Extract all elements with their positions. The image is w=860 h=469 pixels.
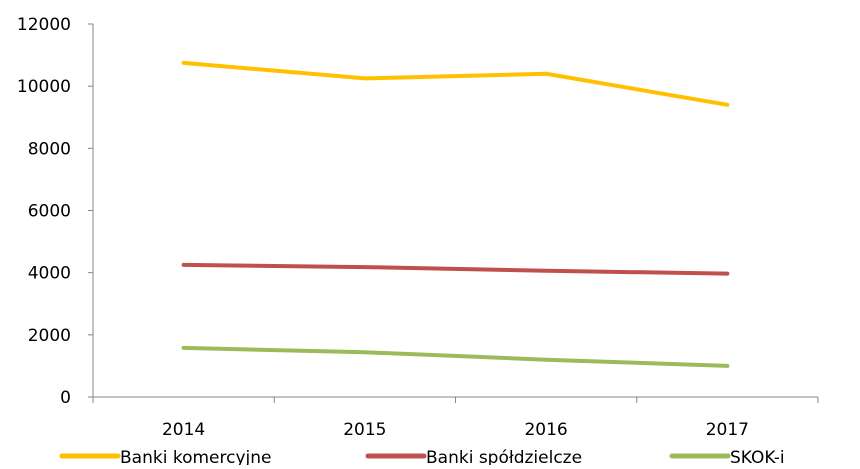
y-tick-label: 8000 <box>28 139 71 159</box>
series-line <box>184 348 728 366</box>
y-tick-label: 12000 <box>17 15 71 35</box>
y-tick-label: 2000 <box>28 326 71 346</box>
y-tick-label: 0 <box>60 388 71 408</box>
legend-label: Banki spółdzielcze <box>426 448 582 465</box>
y-tick-label: 10000 <box>17 77 71 97</box>
y-tick-label: 6000 <box>28 202 71 222</box>
x-tick-label: 2014 <box>162 420 205 440</box>
x-tick-label: 2017 <box>706 420 749 440</box>
x-tick-label: 2015 <box>343 420 386 440</box>
series-lines <box>184 63 728 366</box>
legend-label: Banki komercyjne <box>120 448 271 465</box>
series-line <box>184 63 728 105</box>
legend-label: SKOK-i <box>730 448 785 465</box>
x-tick-label: 2016 <box>524 420 567 440</box>
y-tick-label: 4000 <box>28 264 71 284</box>
series-line <box>184 265 728 274</box>
legend: Banki komercyjne Banki spółdzielcze SKOK-i <box>62 448 785 465</box>
